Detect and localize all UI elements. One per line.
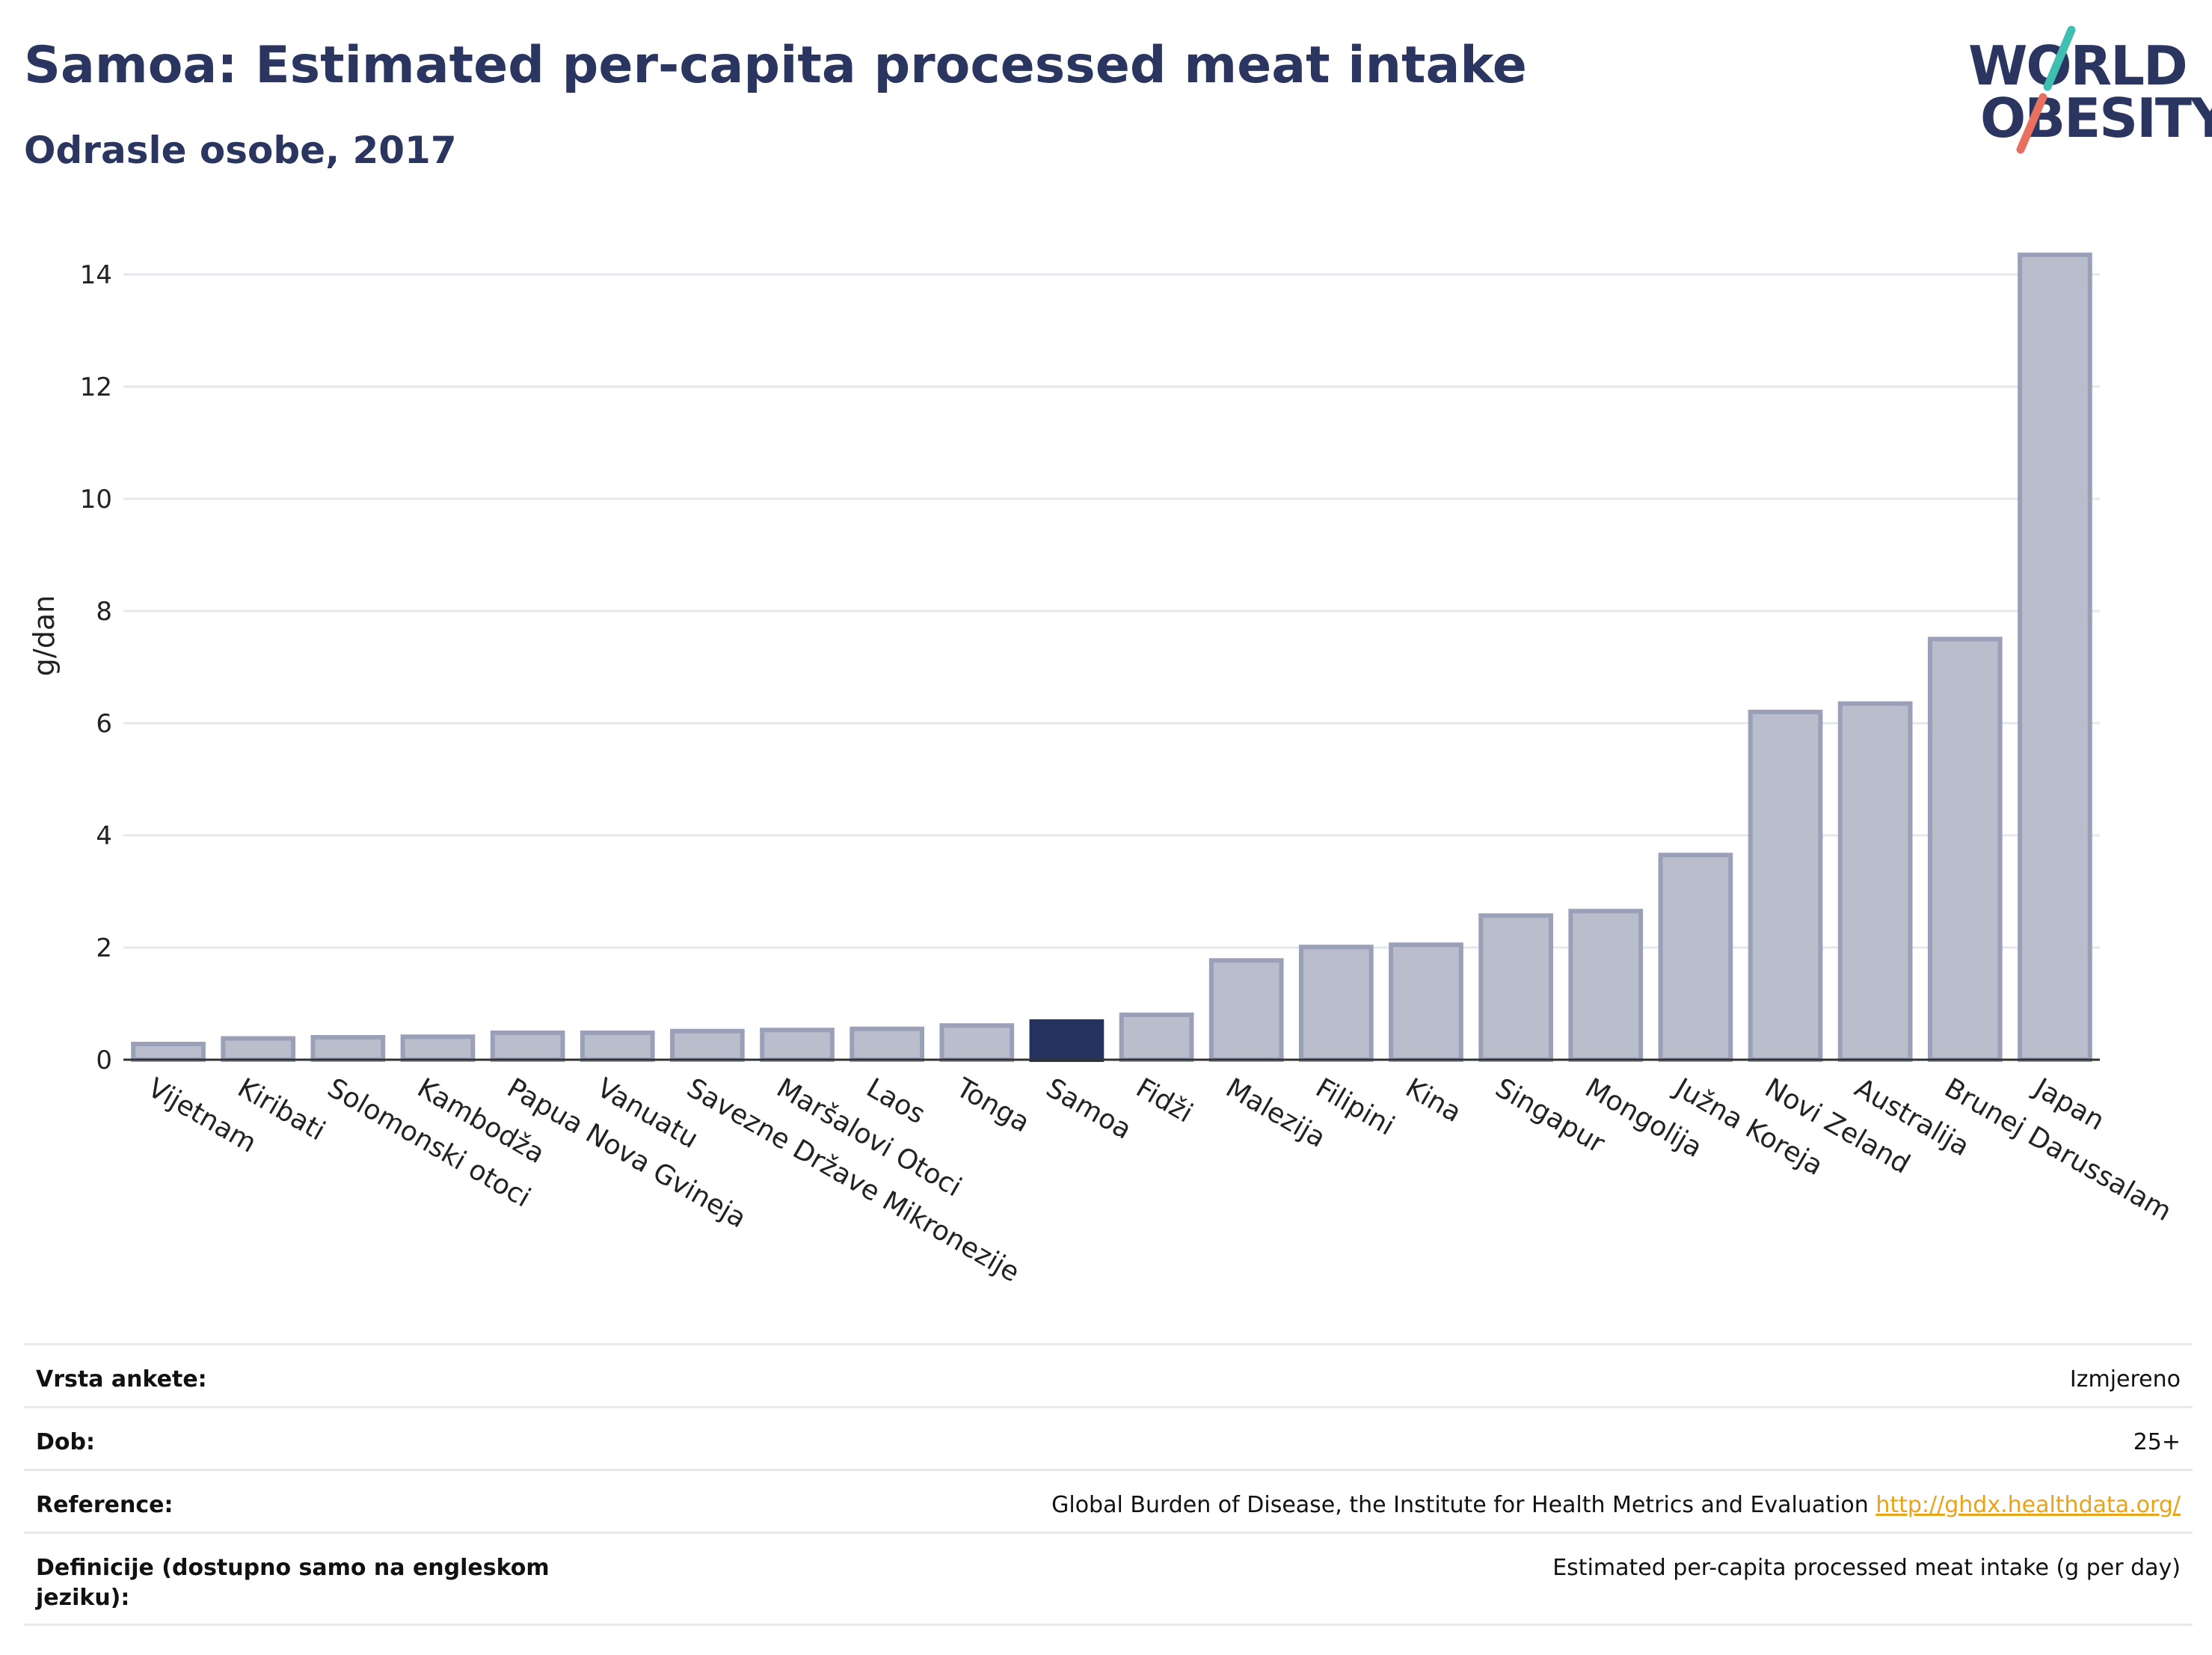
- x-tick-label: Kina: [1400, 1072, 1466, 1129]
- world-obesity-logo: WORLD OBESITY: [1959, 21, 2212, 156]
- bar-papua-nova-gvineja: [490, 1031, 565, 1062]
- reference-link[interactable]: http://ghdx.healthdata.org/: [1875, 1492, 2181, 1518]
- chart-title: Samoa: Estimated per-capita processed me…: [24, 36, 1527, 95]
- bar-vijetnam: [131, 1042, 206, 1062]
- meta-value: Izmjereno: [2069, 1366, 2181, 1393]
- meta-row-survey-type: Vrsta ankete: Izmjereno: [24, 1343, 2193, 1406]
- reference-text: Global Burden of Disease, the Institute …: [1051, 1492, 1869, 1518]
- bar-japan: [2018, 252, 2092, 1062]
- bar-novi-zeland: [1748, 710, 1823, 1062]
- bar-južna-koreja: [1658, 853, 1733, 1062]
- meta-value: 25+: [2133, 1429, 2181, 1455]
- bar-vanuatu: [580, 1031, 655, 1062]
- y-tick-label: 6: [96, 709, 112, 739]
- bar-malezija: [1208, 958, 1284, 1062]
- meta-value: Estimated per-capita processed meat inta…: [1552, 1555, 2181, 1581]
- y-tick-label: 8: [96, 597, 112, 627]
- x-tick-label: Samoa: [1041, 1072, 1137, 1146]
- y-axis-title: g/dan: [28, 595, 61, 676]
- meta-label: Vrsta ankete:: [36, 1366, 207, 1393]
- meta-label: Definicije (dostupno samo na engleskom j…: [36, 1555, 550, 1611]
- logo-line-2: OBESITY: [1980, 87, 2212, 150]
- y-tick-label: 14: [80, 260, 112, 290]
- bar-savezne-države-mikronezije: [670, 1028, 745, 1062]
- y-tick-label: 2: [96, 933, 112, 963]
- metadata-table: Vrsta ankete: Izmjereno Dob: 25+ Referen…: [24, 1343, 2193, 1626]
- meta-label: Reference:: [36, 1492, 173, 1518]
- y-tick-label: 4: [96, 821, 112, 851]
- bar-australija: [1837, 701, 1913, 1062]
- x-tick-label: Tonga: [950, 1072, 1035, 1139]
- x-tick-label: Fidži: [1131, 1072, 1198, 1129]
- bar-mongolija: [1568, 909, 1644, 1062]
- bars: [131, 252, 2092, 1062]
- bar-brunej-darussalam: [1927, 636, 2003, 1062]
- y-axis: 0 2 4 6 8 10 12 14: [80, 260, 112, 1075]
- x-tick-label: Malezija: [1220, 1072, 1330, 1154]
- y-tick-label: 0: [96, 1045, 112, 1075]
- bar-kina: [1389, 942, 1463, 1062]
- bar-kambodža: [400, 1034, 476, 1062]
- meta-row-definitions: Definicije (dostupno samo na engleskom j…: [24, 1532, 2193, 1626]
- logo-slash-icon: [2016, 25, 2076, 154]
- y-tick-label: 12: [80, 372, 112, 402]
- bar-laos: [850, 1026, 925, 1062]
- bar-maršalovi-otoci: [760, 1028, 835, 1062]
- chart-subtitle: Odrasle osobe, 2017: [24, 129, 457, 172]
- bar-singapur: [1478, 913, 1553, 1062]
- meta-row-age: Dob: 25+: [24, 1406, 2193, 1469]
- bar-filipini: [1298, 945, 1374, 1062]
- x-tick-label: Južna Koreja: [1668, 1072, 1828, 1182]
- meta-row-reference: Reference: Global Burden of Disease, the…: [24, 1469, 2193, 1532]
- bar-fidži: [1119, 1013, 1194, 1062]
- meta-value: Global Burden of Disease, the Institute …: [1051, 1490, 2181, 1520]
- bar-solomonski-otoci: [310, 1035, 386, 1062]
- bar-tonga: [939, 1023, 1015, 1062]
- bar-kiribati: [221, 1036, 296, 1062]
- logo-line-1: WORLD: [1968, 34, 2188, 97]
- y-tick-label: 10: [80, 485, 112, 515]
- meta-label: Dob:: [36, 1429, 95, 1455]
- bar-samoa: [1029, 1019, 1105, 1062]
